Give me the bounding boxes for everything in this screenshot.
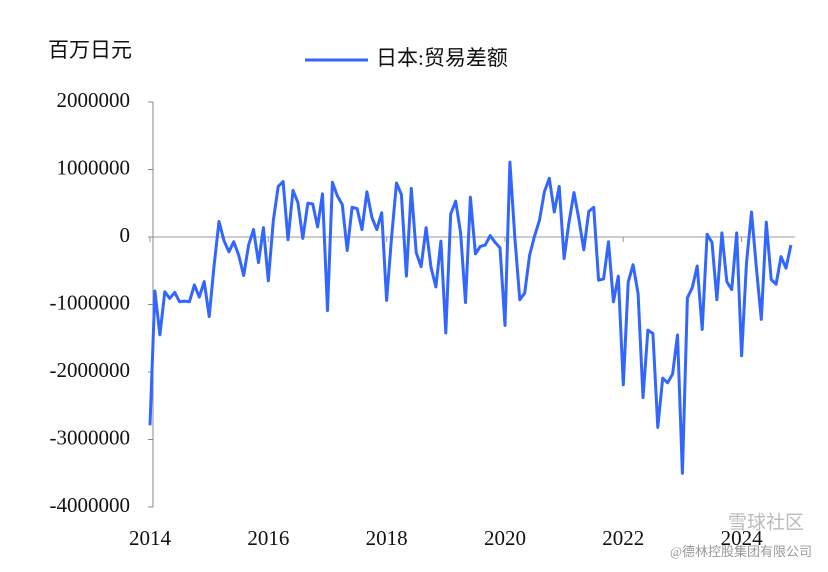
x-tick-label: 2024 [721, 526, 764, 550]
data-line [148, 160, 793, 475]
y-tick-label: 2000000 [57, 88, 131, 112]
x-tick-label: 2020 [484, 526, 526, 550]
x-tick-label: 2014 [129, 526, 172, 550]
legend-label: 日本:贸易差额 [376, 46, 508, 70]
watermark: @德林控股集团有限公司 [670, 544, 812, 559]
y-tick-label: -2000000 [50, 358, 131, 382]
y-tick-label: 1000000 [57, 155, 131, 179]
y-tick-label: 0 [120, 223, 131, 247]
x-tick-label: 2022 [602, 526, 644, 550]
x-tick-label: 2018 [366, 526, 408, 550]
y-tick-label: -1000000 [50, 290, 131, 314]
y-tick-label: -3000000 [50, 425, 131, 449]
x-tick-label: 2016 [247, 526, 289, 550]
y-tick-label: -4000000 [50, 493, 131, 517]
chart-title: 百万日元 [48, 38, 132, 62]
watermark: 雪球社区 [728, 511, 804, 533]
